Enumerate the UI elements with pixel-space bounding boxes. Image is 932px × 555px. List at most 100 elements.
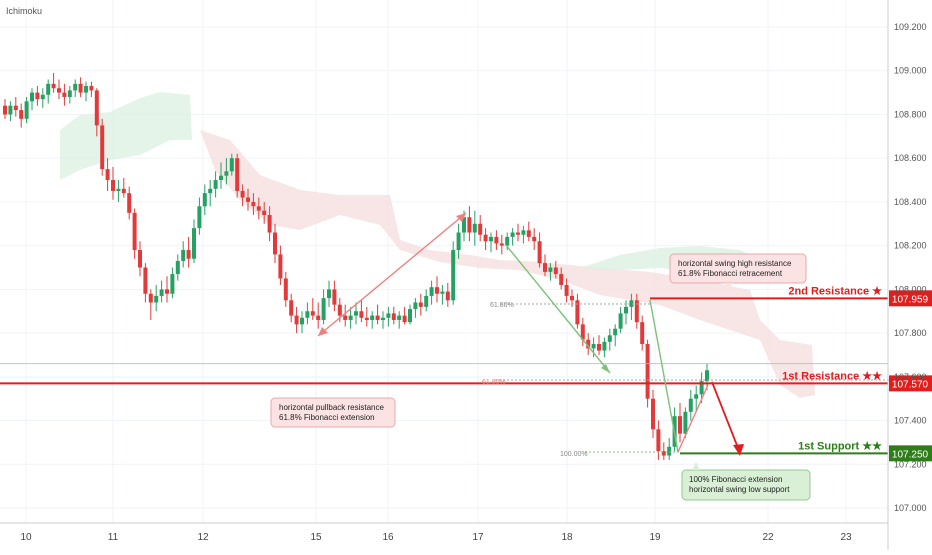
candle-body xyxy=(84,86,88,93)
candle-body xyxy=(656,429,661,452)
candle-body xyxy=(310,311,315,316)
candle-body xyxy=(391,313,396,320)
x-tick-label-1: 11 xyxy=(108,532,119,543)
candle-body xyxy=(467,217,472,233)
candle-body xyxy=(478,223,483,235)
level-badge-1 xyxy=(889,375,932,392)
arrow-up-trend xyxy=(317,212,467,337)
candle-body xyxy=(316,315,321,320)
candle-body xyxy=(175,260,180,275)
candle-body xyxy=(132,212,137,251)
candle-body xyxy=(127,193,132,213)
candle-body xyxy=(116,188,121,191)
y-tick-label-10: 107.200 xyxy=(894,459,927,469)
candle-body xyxy=(165,289,169,294)
candle-body xyxy=(321,298,326,320)
level-name-2: 1st Support ★★ xyxy=(798,440,882,452)
candle-body xyxy=(629,300,634,307)
candle-body xyxy=(111,180,115,191)
candle-body xyxy=(570,295,574,301)
levels-layer: 2nd Resistance ★ 107.959 1st Resistance ★★… xyxy=(0,285,932,462)
candle-body xyxy=(105,169,110,181)
y-tick-label-5: 108.200 xyxy=(894,241,927,251)
candle-body xyxy=(73,83,78,91)
candle-body xyxy=(483,234,488,242)
y-tick-label-6: 108.000 xyxy=(894,284,927,294)
annotation-fib-ext-line-2: horizontal swing low support xyxy=(689,485,790,494)
annotation-swing-high-line-2: 61.8% Fibonacci retracement xyxy=(678,269,783,278)
y-tick-label-8: 107.600 xyxy=(894,372,927,382)
candle-body xyxy=(354,311,358,316)
candle-body xyxy=(683,411,688,434)
candle-body xyxy=(289,300,294,316)
arrows-layer xyxy=(317,212,744,456)
candle-body xyxy=(543,263,547,272)
candle-body xyxy=(705,370,709,382)
candle-body xyxy=(445,291,450,301)
x-tick-label-5: 17 xyxy=(472,532,484,543)
candle-body xyxy=(62,92,67,97)
x-tick-label-2: 12 xyxy=(197,532,209,543)
level-badge-2 xyxy=(889,445,932,462)
candle-body xyxy=(688,398,693,412)
level-badge-label-0: 107.959 xyxy=(892,294,929,305)
candle-body xyxy=(19,110,24,119)
candle-body xyxy=(100,125,105,170)
candle-body xyxy=(494,236,499,244)
annotation-swing-high: horizontal swing high resistance 61.8% F… xyxy=(669,253,807,291)
candle-body xyxy=(246,197,250,202)
y-tick-label-7: 107.800 xyxy=(894,328,927,338)
candle-body xyxy=(170,274,175,294)
candle-body xyxy=(337,304,342,316)
candle-body xyxy=(386,313,391,318)
candle-body xyxy=(429,287,434,296)
y-tick-label-4: 108.400 xyxy=(894,197,927,207)
candle-body xyxy=(413,302,418,310)
candle-body xyxy=(138,250,142,268)
candle-body xyxy=(256,206,261,211)
x-tick-label-3: 15 xyxy=(310,532,322,543)
arrow-projection-head xyxy=(733,444,744,456)
fib-label-1: 61.80% xyxy=(490,302,514,309)
candle-body xyxy=(219,175,223,181)
candle-body xyxy=(294,315,299,325)
candle-body xyxy=(613,328,618,336)
candle-body xyxy=(553,267,558,275)
x-tick-label-0: 10 xyxy=(20,532,32,543)
candle-body xyxy=(78,83,83,93)
x-tick-label-9: 23 xyxy=(840,532,852,543)
candle-body xyxy=(370,315,375,320)
candle-body xyxy=(208,188,213,194)
candle-body xyxy=(580,324,585,340)
annotation-fib-ext: 100% Fibonacci extension horizontal swin… xyxy=(681,462,811,501)
candle-body xyxy=(440,291,445,294)
candle-body xyxy=(505,236,510,246)
candle-body xyxy=(3,105,7,115)
candle-body xyxy=(472,223,477,233)
candle-body xyxy=(607,335,612,342)
candle-body xyxy=(300,317,304,325)
x-tick-label-4: 16 xyxy=(382,532,394,543)
candle-body xyxy=(618,313,623,329)
annotation-fib-ext-line-1: 100% Fibonacci extension xyxy=(689,475,782,484)
candle-body xyxy=(435,287,439,294)
candle-body xyxy=(694,394,699,399)
candle-body xyxy=(224,171,229,176)
indicator-label: Ichimoku xyxy=(6,6,42,16)
candle-body xyxy=(197,206,202,229)
candle-body xyxy=(67,90,72,97)
candle-body xyxy=(327,289,331,299)
level-badge-label-1: 107.570 xyxy=(892,379,929,390)
fib-label-3: 100.00% xyxy=(560,451,588,458)
candles-layer xyxy=(3,72,709,460)
candle-body xyxy=(521,230,526,235)
candle-body xyxy=(451,250,456,301)
candle-body xyxy=(456,232,461,251)
fib-layer: 61.80% 61.80% 100.00% xyxy=(482,302,890,458)
candle-body xyxy=(462,217,466,233)
arrow-down-green-head xyxy=(601,364,610,373)
candle-body xyxy=(597,344,601,351)
x-tick-label-7: 19 xyxy=(649,532,661,543)
